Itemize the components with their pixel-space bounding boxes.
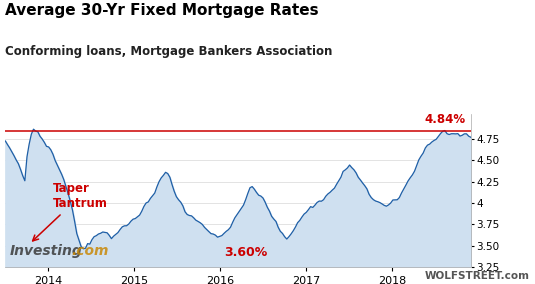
Text: .com: .com <box>72 245 109 258</box>
Text: 3.60%: 3.60% <box>224 246 268 259</box>
Text: Conforming loans, Mortgage Bankers Association: Conforming loans, Mortgage Bankers Assoc… <box>5 45 333 59</box>
Text: Taper
Tantrum: Taper Tantrum <box>33 182 108 241</box>
Text: WOLFSTREET.com: WOLFSTREET.com <box>425 271 530 281</box>
Text: Average 30-Yr Fixed Mortgage Rates: Average 30-Yr Fixed Mortgage Rates <box>5 3 319 18</box>
Text: 4.84%: 4.84% <box>425 113 466 126</box>
Text: Investing: Investing <box>10 245 82 258</box>
